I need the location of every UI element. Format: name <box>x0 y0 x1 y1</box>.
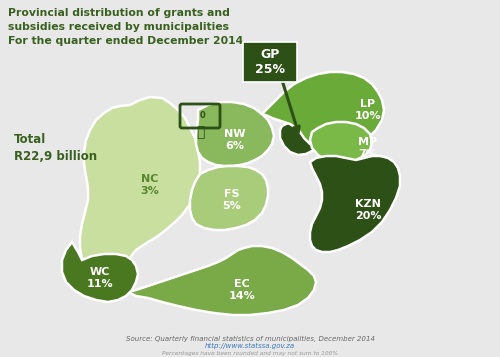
Text: EC
14%: EC 14% <box>228 279 256 301</box>
Polygon shape <box>190 166 268 230</box>
Polygon shape <box>280 120 322 155</box>
Polygon shape <box>196 102 274 166</box>
Polygon shape <box>262 72 384 150</box>
Text: NW
6%: NW 6% <box>224 129 246 151</box>
Text: WC
11%: WC 11% <box>86 267 114 289</box>
Polygon shape <box>80 97 200 295</box>
Polygon shape <box>310 156 400 252</box>
Text: LP
10%: LP 10% <box>355 99 382 121</box>
Text: Source: Quarterly financial statistics of municipalities, December 2014: Source: Quarterly financial statistics o… <box>126 336 374 342</box>
Text: KZN
20%: KZN 20% <box>355 199 382 221</box>
Polygon shape <box>128 246 316 315</box>
Text: FS
5%: FS 5% <box>222 189 242 211</box>
Text: ✋: ✋ <box>196 125 204 139</box>
FancyBboxPatch shape <box>243 42 297 82</box>
Text: GP
25%: GP 25% <box>255 48 285 76</box>
Text: MP
7%: MP 7% <box>358 137 378 159</box>
Text: http://www.statssa.gov.za: http://www.statssa.gov.za <box>205 343 295 349</box>
Text: Percentages have been rounded and may not sum to 100%: Percentages have been rounded and may no… <box>162 351 338 356</box>
Text: NC
3%: NC 3% <box>140 174 160 196</box>
Text: 0: 0 <box>199 111 205 121</box>
Polygon shape <box>62 242 138 302</box>
Polygon shape <box>310 122 372 162</box>
Text: Provincial distribution of grants and
subsidies received by municipalities
For t: Provincial distribution of grants and su… <box>8 8 243 46</box>
Text: Total
R22,9 billion: Total R22,9 billion <box>14 133 97 163</box>
